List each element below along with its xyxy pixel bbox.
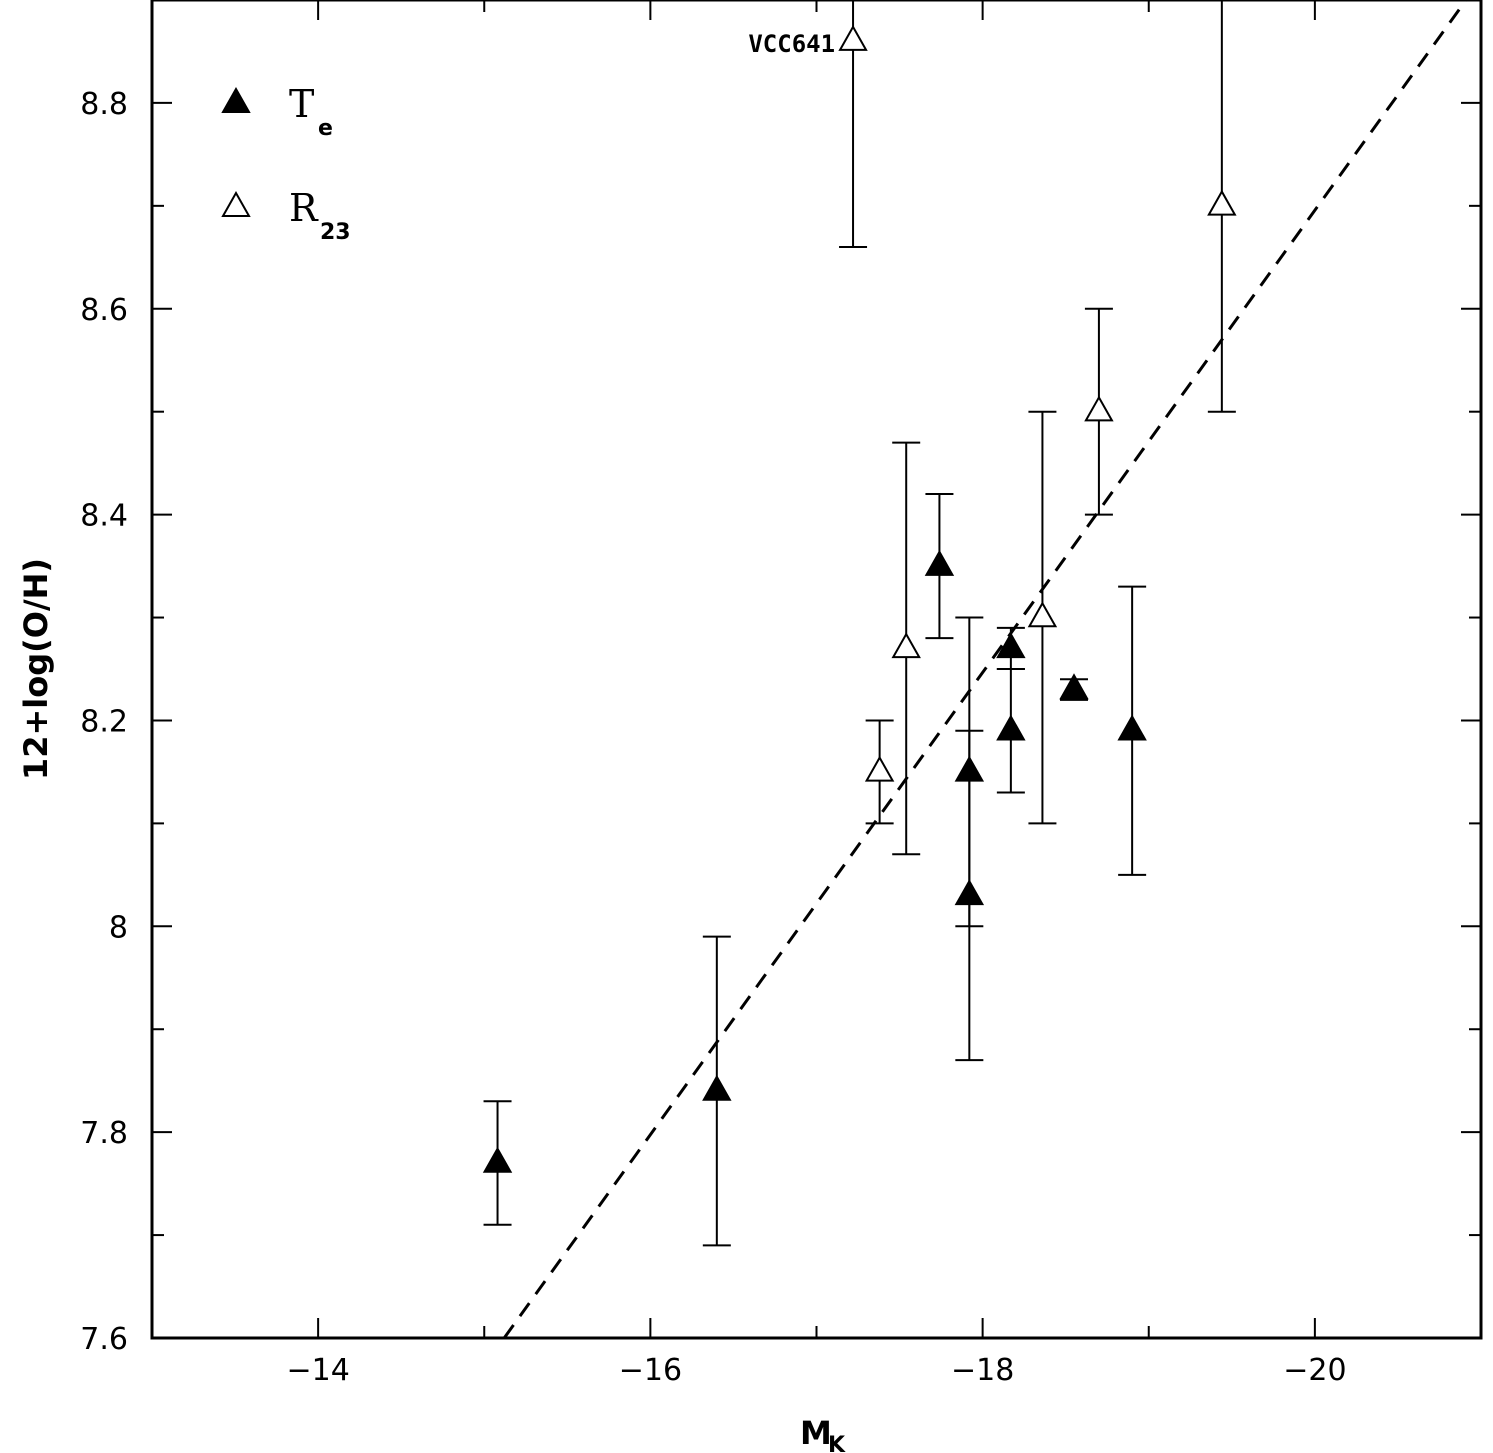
- annotations: VCC641: [748, 30, 835, 58]
- y-axis-title: 12+log(O/H): [17, 558, 55, 780]
- x-tick-label: −18: [951, 1353, 1014, 1388]
- fit-line: [502, 0, 1468, 1339]
- legend-marker-r23: [221, 190, 251, 217]
- r23-point: [1027, 601, 1058, 628]
- y-tick-label: 7.6: [80, 1322, 128, 1357]
- fit-line-group: [502, 0, 1468, 1339]
- r23-point: [891, 632, 921, 659]
- te-point: [1117, 714, 1147, 741]
- r23-point: [1084, 395, 1114, 422]
- te-point: [996, 632, 1026, 659]
- y-tick-label: 8: [109, 910, 128, 945]
- legend-label-te: T: [289, 82, 314, 126]
- x-tick-label: −20: [1283, 1353, 1346, 1388]
- annotation-vcc641: VCC641: [748, 30, 835, 58]
- legend-sub-te: e: [318, 116, 333, 141]
- x-axis-title: M: [800, 1414, 832, 1452]
- x-axis-title-sub: K: [828, 1433, 846, 1453]
- te-point: [702, 1074, 732, 1101]
- y-tick-label: 7.8: [80, 1116, 128, 1151]
- r23-point: [838, 24, 868, 51]
- te-point: [996, 714, 1026, 741]
- te-point: [924, 549, 955, 576]
- legend-marker-te: [221, 86, 251, 113]
- y-tick-label: 8.6: [80, 293, 128, 328]
- y-tick-label: 8.8: [80, 87, 128, 122]
- axis-ticks: −14 −16 −18 −20 7.6 7.8 8 8.2 8.4 8.6 8.8: [80, 0, 1481, 1388]
- legend: T e R 23: [221, 82, 351, 245]
- data-marks: [482, 0, 1237, 1247]
- y-tick-label: 8.2: [80, 704, 128, 739]
- legend-sub-r23: 23: [320, 220, 351, 245]
- te-point: [954, 879, 985, 906]
- legend-label-r23: R: [289, 186, 319, 230]
- x-tick-label: −14: [286, 1353, 349, 1388]
- x-tick-label: −16: [619, 1353, 682, 1388]
- te-point: [482, 1146, 513, 1173]
- plot-frame: [150, 0, 1483, 1340]
- te-point: [1059, 673, 1089, 700]
- r23-point: [864, 755, 895, 782]
- r23-point: [1207, 189, 1237, 216]
- y-tick-label: 8.4: [80, 499, 128, 534]
